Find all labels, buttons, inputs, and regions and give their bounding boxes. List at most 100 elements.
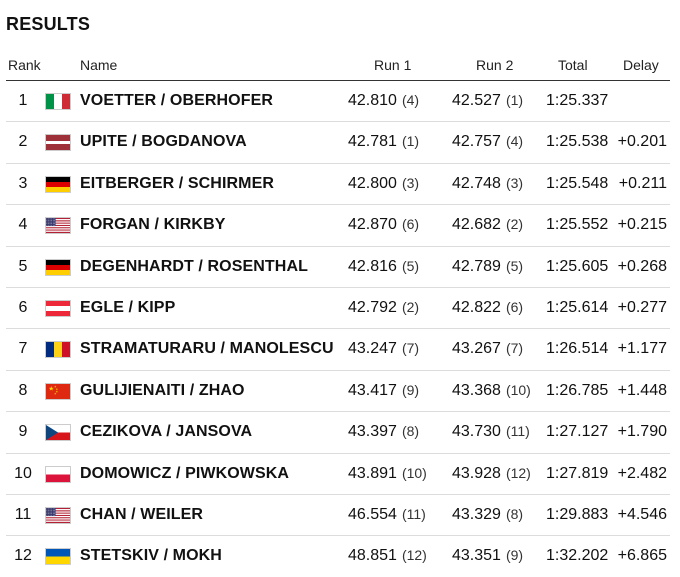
- delay-time: +1.177: [617, 340, 667, 358]
- table-row: 9 CEZIKOVA / JANSOVA 43.397 (8) 43.730 (11) 1:…: [6, 412, 670, 454]
- run2-cell: 42.682 (2): [452, 216, 523, 234]
- total-time: 1:29.883: [546, 505, 609, 523]
- run2-time: 42.757: [452, 133, 501, 151]
- rank-cell: 12: [14, 547, 32, 565]
- run1-time: 43.397: [348, 423, 397, 441]
- run1-cell: 42.792 (2): [348, 299, 419, 317]
- athlete-name: DOMOWICZ / PIWKOWSKA: [80, 464, 290, 482]
- run2-rank: (2): [505, 216, 524, 233]
- run1-rank: (5): [401, 257, 420, 274]
- table-row: 2 UPITE / BOGDANOVA 42.781 (1) 42.757 (4) 1:25…: [6, 122, 670, 164]
- rank-cell: 2: [18, 133, 28, 151]
- table-row: 1 VOETTER / OBERHOFER 42.810 (4) 42.527 (1) 1:…: [6, 81, 670, 123]
- flag-italy-icon: [46, 94, 70, 109]
- run1-time: 43.891: [348, 464, 397, 482]
- rank-cell: 1: [18, 92, 28, 109]
- run1-time: 48.851: [348, 547, 397, 565]
- run1-rank: (2): [401, 298, 420, 315]
- delay-time: +0.268: [617, 257, 667, 275]
- svg-text:★: ★: [56, 387, 59, 391]
- header-total: Total: [558, 57, 588, 73]
- total-time: 1:32.202: [546, 547, 609, 565]
- run1-cell: 42.810 (4): [348, 92, 419, 110]
- run1-rank: (7): [401, 340, 420, 357]
- flag-romania-icon: [46, 342, 70, 358]
- run1-rank: (10): [401, 464, 427, 481]
- run1-rank: (4): [401, 92, 420, 108]
- run1-cell: 46.554 (11): [348, 506, 426, 524]
- run2-time: 42.822: [452, 298, 501, 316]
- total-time: 1:25.538: [546, 133, 609, 151]
- header-run1: Run 1: [374, 57, 412, 73]
- delay-time: +0.201: [617, 133, 667, 151]
- run2-time: 42.527: [452, 92, 501, 109]
- run2-rank: (10): [505, 381, 531, 398]
- delay-time: +6.865: [617, 547, 667, 565]
- total-time: 1:26.785: [546, 381, 609, 399]
- run1-time: 46.554: [348, 505, 397, 523]
- run2-cell: 42.748 (3): [452, 175, 523, 193]
- page-title: RESULTS: [6, 14, 91, 34]
- run2-rank: (12): [505, 464, 531, 481]
- table-row: 8 ★ ★ ★ ★ ★ GULIJIENAITI / ZHAO 43.417 (9) 43.368…: [6, 371, 670, 413]
- athlete-name: CEZIKOVA / JANSOVA: [80, 423, 253, 441]
- svg-text:★: ★: [54, 385, 57, 389]
- table-row: 3 EITBERGER / SCHIRMER 42.800 (3) 42.748 (3) 1…: [6, 164, 670, 206]
- athlete-name: STRAMATURARU / MANOLESCU: [80, 340, 334, 358]
- flag-germany-icon: [46, 259, 70, 275]
- run1-rank: (12): [401, 547, 427, 564]
- delay-time: +0.277: [617, 298, 667, 316]
- total-time: 1:25.614: [546, 298, 609, 316]
- flag-germany-icon: [46, 176, 70, 192]
- table-row: 12 STETSKIV / MOKH 48.851 (12) 43.351 (9) 1:32…: [6, 536, 670, 576]
- run1-time: 42.800: [348, 174, 397, 192]
- flag-czech-icon: [46, 425, 70, 441]
- run1-time: 42.781: [348, 133, 397, 151]
- total-time: 1:25.605: [546, 257, 609, 275]
- run2-cell: 43.368 (10): [452, 382, 531, 400]
- run1-rank: (3): [401, 174, 420, 191]
- run2-cell: 43.329 (8): [452, 506, 523, 524]
- run1-rank: (9): [401, 381, 420, 398]
- run1-cell: 42.816 (5): [348, 258, 419, 276]
- athlete-name: VOETTER / OBERHOFER: [80, 92, 274, 109]
- run2-time: 43.730: [452, 423, 501, 441]
- run2-rank: (1): [505, 92, 524, 108]
- athlete-name: CHAN / WEILER: [80, 505, 204, 523]
- athlete-name: UPITE / BOGDANOVA: [80, 133, 247, 151]
- table-header: Rank Name Run 1 Run 2 Total Delay: [6, 52, 670, 81]
- rank-cell: 10: [14, 464, 32, 482]
- run2-cell: 43.730 (11): [452, 423, 530, 441]
- delay-time: +1.790: [617, 423, 667, 441]
- run1-time: 42.870: [348, 216, 397, 234]
- flag-latvia-icon: [46, 135, 70, 151]
- run1-time: 42.792: [348, 298, 397, 316]
- run2-rank: (8): [505, 505, 524, 522]
- table-row: 11 CHAN / WEILER 46.554 (11) 43.329 (8) 1:29.8…: [6, 495, 670, 537]
- run2-time: 42.789: [452, 257, 501, 275]
- run2-cell: 43.928 (12): [452, 465, 531, 483]
- run2-time: 43.928: [452, 464, 501, 482]
- run2-time: 42.682: [452, 216, 501, 234]
- run2-time: 43.351: [452, 547, 501, 565]
- run2-rank: (9): [505, 547, 524, 564]
- run2-rank: (6): [505, 298, 524, 315]
- rank-cell: 3: [18, 174, 28, 192]
- table-row: 5 DEGENHARDT / ROSENTHAL 42.816 (5) 42.789 (5…: [6, 247, 670, 288]
- run1-time: 43.417: [348, 381, 397, 399]
- delay-time: +4.546: [617, 505, 667, 523]
- run1-time: 42.810: [348, 92, 397, 109]
- athlete-name: FORGAN / KIRKBY: [80, 216, 226, 234]
- svg-text:★: ★: [54, 391, 57, 395]
- run2-rank: (3): [505, 174, 524, 191]
- total-time: 1:27.819: [546, 464, 609, 482]
- flag-usa-icon: [46, 218, 70, 234]
- run2-cell: 42.527 (1): [452, 92, 523, 110]
- table-row: 6 EGLE / KIPP 42.792 (2) 42.822 (6) 1:25.614 +0…: [6, 288, 670, 330]
- rank-cell: 6: [18, 298, 28, 316]
- header-rank: Rank: [8, 57, 41, 73]
- rank-cell: 8: [18, 381, 28, 399]
- run1-cell: 42.781 (1): [348, 133, 419, 151]
- table-row: 4 FORGAN / KIRKBY 42.870 (6) 42.682 (2) 1:25.5…: [6, 205, 670, 247]
- total-time: 1:26.514: [546, 340, 609, 358]
